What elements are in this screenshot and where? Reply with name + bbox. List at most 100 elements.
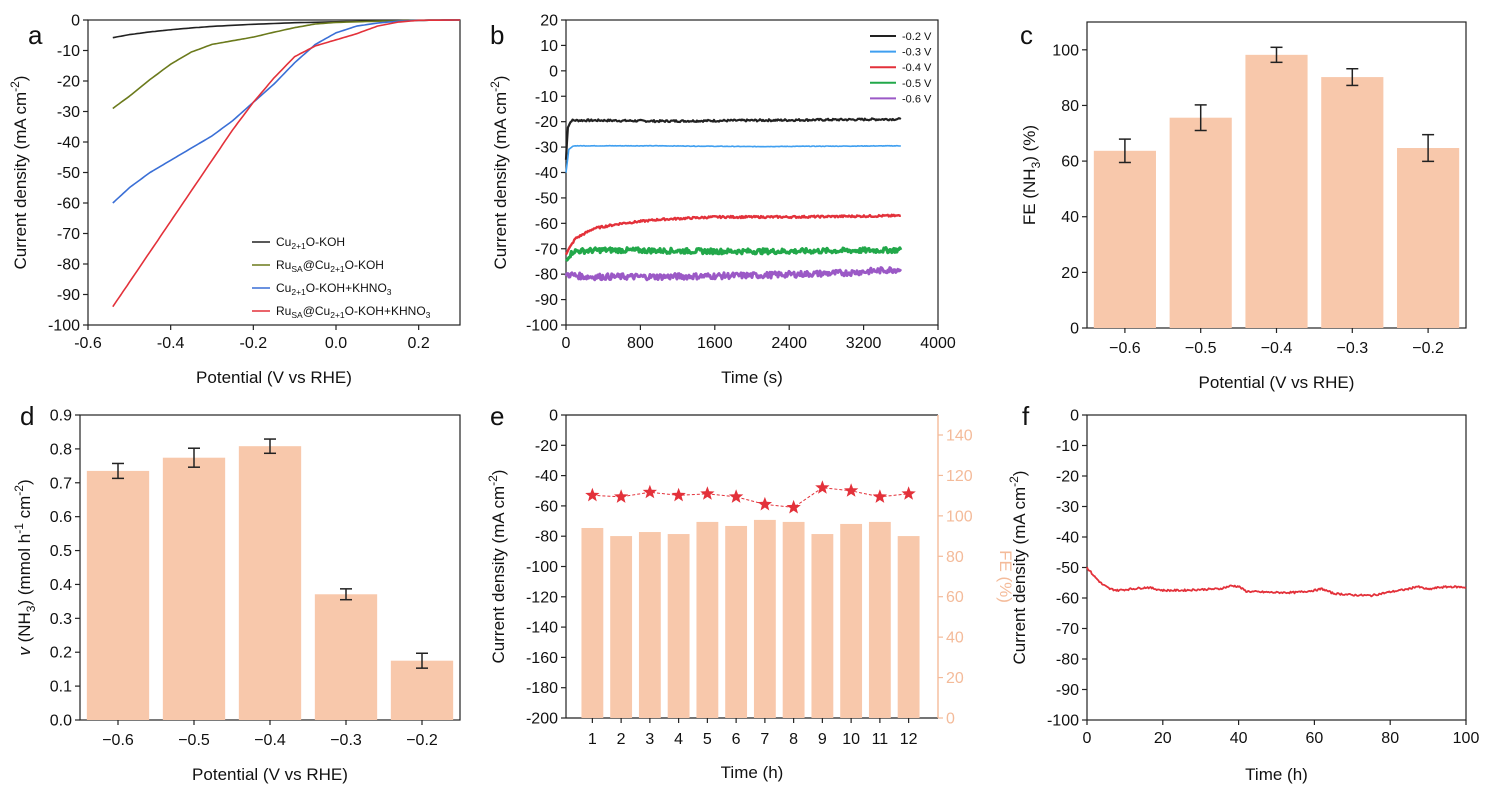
bar-3: [314, 594, 378, 720]
x-axis-label: Time (h): [721, 763, 784, 782]
y-tick-label: -90: [1056, 682, 1079, 699]
bar-1: [162, 457, 226, 720]
y-tick-label: -80: [535, 529, 558, 546]
y-axis-label-text: v: [15, 646, 34, 656]
y-tick-label: -100: [526, 318, 558, 335]
panel-d-bar-chart: d 0.0 0.1 0.2 0.3 0.4 0.5 0.6 0.7 0.8 0.9 −0.6 −0.5 −…: [12, 401, 461, 784]
x-tick-label: 10: [842, 731, 860, 748]
y-axis-label-sup: -2: [1007, 476, 1021, 487]
y-axis-label-sup: -2: [488, 81, 502, 92]
y-tick-label: 60: [1061, 154, 1079, 171]
plot-frame: [87, 19, 461, 326]
y-right-tick-label: 120: [946, 468, 973, 485]
y-axis-label: Current density (mA cm-2): [488, 76, 510, 270]
current-star-marker-2: [642, 484, 657, 499]
x-tick-label: −0.3: [1337, 340, 1369, 357]
x-tick-label: 5: [703, 731, 712, 748]
bar-4: [390, 660, 454, 720]
x-tick-label: 2400: [771, 335, 807, 352]
current-star-marker-5: [729, 489, 744, 503]
panel-label-d: d: [20, 401, 34, 431]
y-tick-label: -100: [48, 318, 80, 335]
y-tick-label: -50: [535, 190, 558, 207]
panel-label-c: c: [1020, 20, 1033, 50]
x-tick-label: 3: [645, 731, 654, 748]
y-tick-label: -70: [1056, 621, 1079, 638]
y-tick-label: -100: [1047, 713, 1079, 730]
y-axis-label-paren: ): [489, 470, 508, 476]
y-axis-label-text: Current density (mA cm: [489, 486, 508, 664]
y-tick-label: 0.6: [50, 509, 72, 526]
legend-text: SA: [291, 264, 303, 274]
x-tick-label: 6: [732, 731, 741, 748]
fe-bar-2: [638, 532, 661, 718]
y-tick-label: -50: [1056, 560, 1079, 577]
y-axis-label: v (NH3) (mmol h-1 cm-2): [12, 479, 38, 655]
y-axis-label-sup: -1: [12, 523, 26, 534]
x-tick-label: −0.5: [178, 732, 210, 749]
y-tick-label: -60: [57, 196, 80, 213]
legend-text: O-KOH+KHNO: [345, 304, 426, 318]
y-axis-label-text: cm: [15, 496, 34, 523]
fe-bar-9: [840, 523, 863, 718]
y-axis-label-text: ) (mmol h: [15, 534, 34, 606]
series-line-1: [112, 19, 460, 110]
legend-text: SA: [291, 310, 303, 320]
legend-text: O-KOH: [306, 235, 345, 249]
y-tick-label: -40: [535, 468, 558, 485]
legend-text: 2+1: [291, 241, 306, 251]
current-star-marker-8: [815, 480, 830, 494]
current-trend-line: [592, 487, 909, 508]
current-star-marker-3: [671, 487, 686, 502]
series-line-1: [565, 144, 901, 173]
y-tick-label: -20: [535, 114, 558, 131]
y-tick-label: -70: [535, 241, 558, 258]
y-tick-label: 0.2: [50, 645, 72, 662]
y-tick-label: 0: [1070, 321, 1079, 338]
y-axis-label: Current density (mA cm-2): [8, 76, 30, 270]
y-tick-label: -100: [526, 559, 558, 576]
legend-entry-1: -0.3 V: [902, 47, 932, 59]
y-tick-label: -50: [57, 165, 80, 182]
y-tick-label: -10: [57, 43, 80, 60]
y-right-tick-label: 60: [946, 589, 964, 606]
legend-text: Cu: [276, 235, 291, 249]
x-tick-label: 1600: [697, 335, 733, 352]
fe-bar-6: [753, 519, 776, 718]
x-tick-label: 100: [1453, 730, 1480, 747]
y-tick-label: 0: [549, 63, 558, 80]
y-tick-label: -30: [535, 140, 558, 157]
y-tick-label: -60: [535, 216, 558, 233]
y-right-tick-label: 100: [946, 508, 973, 525]
bar-4: [1397, 148, 1460, 328]
y-tick-label: -90: [535, 292, 558, 309]
y-tick-label: 0.7: [50, 475, 72, 492]
y-tick-label: -200: [526, 711, 558, 728]
y-tick-label: -40: [1056, 530, 1079, 547]
series-line-2: [564, 213, 901, 256]
series-line-3: [564, 246, 903, 262]
legend-text: 2+1: [330, 264, 345, 274]
y-axis-label-text: Current density (mA cm: [491, 92, 510, 270]
legend-text: 2+1: [330, 310, 345, 320]
legend-entry-0: -0.2 V: [902, 31, 932, 43]
x-axis-label: Potential (V vs RHE): [1199, 373, 1355, 392]
fe-bar-10: [868, 521, 891, 718]
bar-2: [238, 446, 302, 720]
x-tick-label: 80: [1381, 730, 1399, 747]
y-right-tick-label: 0: [946, 711, 955, 728]
y-axis-label: Current density (mA cm-2): [486, 470, 508, 664]
x-axis-label: Potential (V vs RHE): [196, 368, 352, 387]
y-tick-label: -80: [57, 257, 80, 274]
current-star-marker-6: [757, 496, 772, 511]
series-line-0: [564, 117, 902, 160]
y-tick-label: 0.5: [50, 543, 72, 560]
x-tick-label: 40: [1230, 730, 1248, 747]
fe-bar-8: [811, 534, 834, 718]
x-tick-label: −0.4: [1261, 340, 1293, 357]
y-tick-label: -60: [1056, 591, 1079, 608]
legend-entry-3: RuSA@Cu2+1O-KOH+KHNO3: [276, 304, 431, 320]
fe-bar-0: [581, 527, 604, 718]
y-tick-label: -20: [57, 74, 80, 91]
y-tick-label: 0.1: [50, 679, 72, 696]
